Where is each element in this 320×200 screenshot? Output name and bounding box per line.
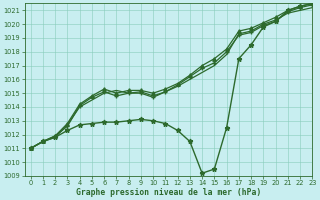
X-axis label: Graphe pression niveau de la mer (hPa): Graphe pression niveau de la mer (hPa)	[76, 188, 261, 197]
